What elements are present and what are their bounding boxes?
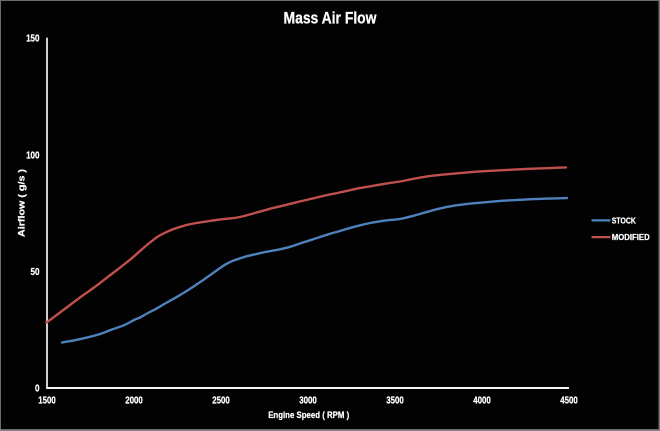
svg-text:STOCK: STOCK bbox=[612, 216, 636, 225]
svg-text:Mass Air Flow: Mass Air Flow bbox=[284, 8, 378, 27]
svg-text:Engine Speed ( RPM ): Engine Speed ( RPM ) bbox=[268, 410, 349, 421]
svg-text:4000: 4000 bbox=[473, 395, 491, 406]
svg-text:100: 100 bbox=[26, 150, 40, 161]
svg-text:3500: 3500 bbox=[386, 395, 404, 406]
svg-text:MODIFIED: MODIFIED bbox=[612, 233, 650, 242]
svg-text:0: 0 bbox=[35, 384, 40, 395]
svg-text:3000: 3000 bbox=[299, 395, 317, 406]
svg-text:4500: 4500 bbox=[560, 395, 578, 406]
svg-text:150: 150 bbox=[26, 34, 40, 45]
svg-text:Airflow ( g/s ): Airflow ( g/s ) bbox=[17, 169, 28, 237]
svg-text:2500: 2500 bbox=[212, 395, 230, 406]
svg-text:50: 50 bbox=[31, 267, 40, 278]
svg-text:1500: 1500 bbox=[38, 395, 56, 406]
svg-text:2000: 2000 bbox=[125, 395, 143, 406]
